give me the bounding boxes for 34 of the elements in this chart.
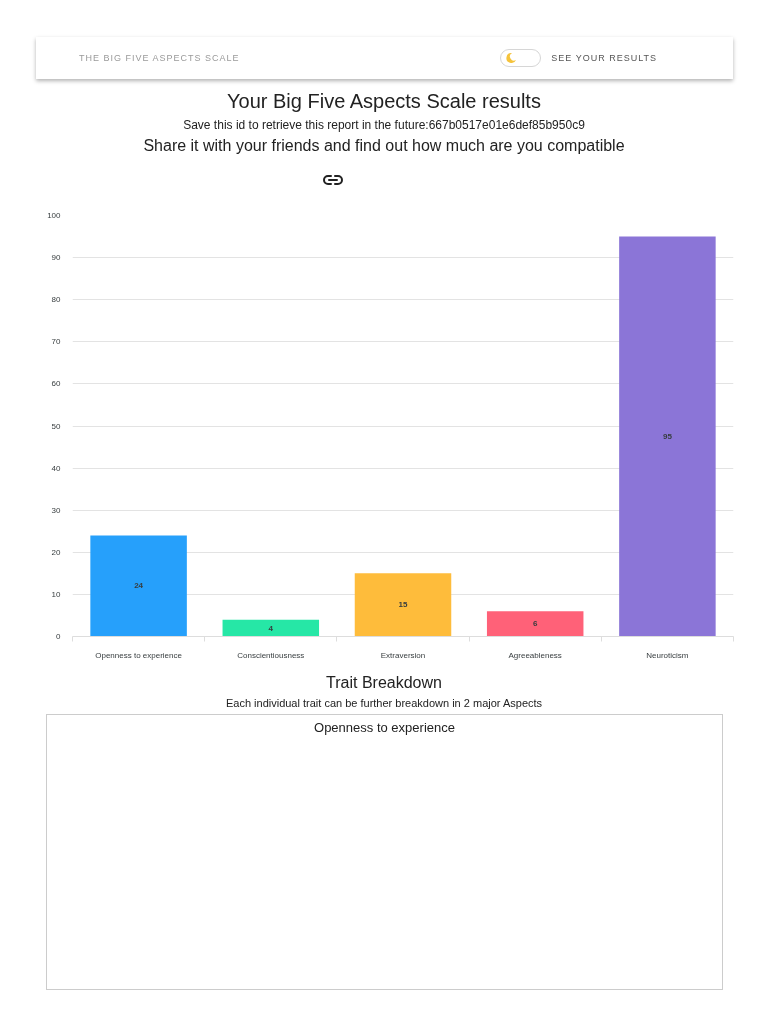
x-tick-label: Conscientiousness bbox=[237, 650, 305, 660]
bar bbox=[354, 573, 452, 637]
y-tick-label: 10 bbox=[51, 589, 62, 599]
text: Each individual trait can be further breakdown in 2 major Aspects bbox=[224, 696, 544, 710]
x-tick-label: Agreeableness bbox=[508, 650, 562, 660]
y-tick-label: 60 bbox=[51, 379, 62, 389]
y-tick-label: 70 bbox=[51, 337, 62, 347]
x-tick-label: Extraversion bbox=[380, 650, 426, 660]
text: Openness to experience bbox=[313, 720, 456, 736]
y-tick-label: 90 bbox=[51, 253, 62, 263]
text: Share it with your friends and find out how much are you compatible bbox=[142, 136, 626, 156]
y-tick-label: 100 bbox=[47, 211, 62, 220]
y-tick-label: 50 bbox=[51, 421, 62, 431]
bar bbox=[222, 619, 320, 637]
data-label: 4 bbox=[268, 623, 274, 633]
text: SEE YOUR RESULTS bbox=[551, 51, 657, 65]
y-tick-label: 80 bbox=[51, 295, 62, 305]
data-label: 24 bbox=[134, 581, 144, 591]
x-tick-label: Openness to experience bbox=[95, 650, 183, 660]
bar bbox=[90, 535, 187, 637]
data-label: 15 bbox=[398, 600, 408, 610]
y-tick-label: 30 bbox=[51, 505, 62, 515]
data-label: 6 bbox=[532, 619, 538, 629]
y-tick-label: 40 bbox=[51, 463, 62, 473]
data-label: 95 bbox=[662, 432, 673, 442]
y-tick-label: 20 bbox=[51, 547, 62, 557]
bar bbox=[619, 236, 716, 637]
chart-title: Your Big Five Aspects Scale results bbox=[226, 89, 542, 114]
text: Trait Breakdown bbox=[325, 673, 443, 693]
y-tick-label: 0 bbox=[56, 632, 62, 641]
bar bbox=[486, 611, 584, 637]
chart-subtitle: Save this id to retrieve this report in the future:667b0517e01e6def85b950c9 bbox=[182, 118, 586, 132]
x-tick-label: Neuroticism bbox=[646, 650, 689, 660]
text: THE BIG FIVE ASPECTS SCALE bbox=[79, 51, 240, 65]
